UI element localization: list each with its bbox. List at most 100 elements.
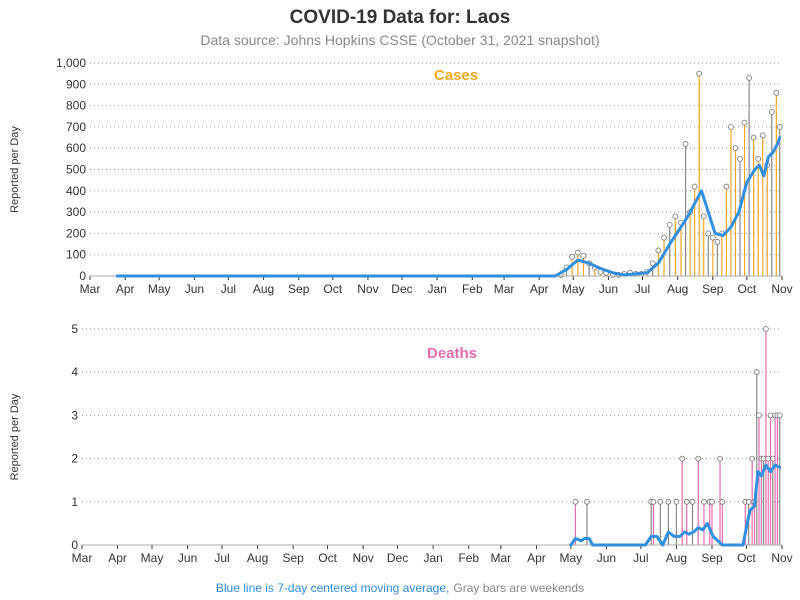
x-tick-label: May [148,282,171,296]
y-tick-label: 2 [71,452,78,466]
daily-point [650,498,657,505]
y-tick-label: 100 [66,248,86,262]
x-tick-label: Jun [178,551,197,565]
x-tick-label: Apr [108,551,127,565]
daily-point [737,155,743,162]
chart-subtitle: Data source: Johns Hopkins CSSE (October… [200,32,599,48]
daily-point [683,498,690,505]
x-tick-label: Oct [318,551,337,565]
x-tick-label: Aug [247,551,268,565]
x-tick-label: Dec [391,282,412,296]
x-tick-label: Jun [599,282,618,296]
panel-title: Deaths [427,345,477,362]
x-tick-label: Sep [288,282,310,296]
x-tick-label: Mar [491,551,512,565]
daily-point [691,183,698,190]
daily-point [657,498,664,505]
x-tick-label: Sep [702,282,724,296]
x-tick-label: Aug [667,282,688,296]
daily-point [696,70,703,77]
y-tick-label: 0 [79,269,86,283]
daily-point [661,234,667,241]
daily-point [666,221,673,228]
x-tick-label: Nov [357,282,378,296]
daily-point [776,412,783,419]
x-tick-label: Jul [221,282,236,296]
x-tick-label: Mar [80,282,101,296]
x-tick-label: Jan [427,282,446,296]
daily-point [655,247,662,254]
daily-point [741,119,748,126]
x-tick-label: Jan [423,551,442,565]
y-tick-label: 200 [66,226,86,240]
y-tick-label: 800 [66,99,86,113]
y-axis-label: Reported per Day [9,126,21,213]
y-tick-label: 3 [71,408,78,422]
x-tick-label: Jul [633,551,648,565]
footer-note-average: Blue line is 7-day centered moving avera… [216,581,449,595]
daily-point [673,498,680,505]
x-tick-label: Jun [185,282,204,296]
daily-point [714,239,721,245]
y-tick-label: 900 [66,77,86,91]
daily-point [756,412,762,419]
y-tick-label: 600 [66,141,86,155]
x-tick-label: Sep [701,551,723,565]
daily-point [649,260,656,267]
y-tick-label: 700 [66,120,86,134]
footer-note-weekend: Gray bars are weekends [453,581,584,595]
y-tick-label: 4 [71,365,78,379]
daily-point [759,132,766,139]
x-tick-label: Oct [737,282,756,296]
x-tick-label: Oct [737,551,756,565]
x-tick-label: Jul [635,282,650,296]
x-tick-label: Jun [597,551,616,565]
x-tick-label: Nov [352,551,373,565]
x-tick-label: May [141,551,164,565]
daily-point [574,249,581,256]
daily-point [728,124,734,130]
daily-point [580,252,587,259]
daily-point [768,109,775,115]
daily-point [701,498,707,505]
daily-point [682,141,689,147]
daily-point [732,145,739,152]
y-tick-label: 400 [66,184,86,198]
x-tick-label: Apr [527,551,546,565]
daily-point [749,455,756,462]
x-tick-label: Feb [458,551,479,565]
panel-title: Cases [434,67,478,84]
cases-panel: 0 100 200 300 400 500 600 700 800 900 1,000 Reporte… [9,56,793,296]
daily-point [695,455,702,462]
daily-point [569,253,576,260]
x-tick-label: Mar [494,282,515,296]
x-tick-label: Nov [771,551,792,565]
daily-point [750,134,757,141]
daily-point [746,75,753,81]
daily-point [753,369,760,376]
y-axis-label: Reported per Day [9,393,21,480]
x-tick-label: Mar [72,551,93,565]
x-tick-label: May [562,282,585,296]
daily-point [719,498,726,505]
daily-point [723,183,730,190]
x-tick-label: May [560,551,583,565]
daily-point [672,213,679,220]
y-tick-label: 5 [71,322,78,336]
daily-point [773,89,780,96]
footer-note: Blue line is 7-day centered moving avera… [216,581,584,595]
y-tick-label: 500 [66,163,86,177]
y-tick-label: 1,000 [56,56,86,70]
daily-point [755,155,762,162]
daily-point [776,124,783,130]
x-tick-label: Oct [323,282,342,296]
x-tick-label: Dec [387,551,408,565]
deaths-panel: 0 1 2 3 4 5 Reported per Day Mar Apr May Jun Jul Aug… [9,322,793,565]
x-tick-label: Aug [666,551,687,565]
moving-average-line [115,136,782,278]
daily-point [665,498,672,505]
y-tick-label: 0 [71,538,78,552]
daily-point [705,230,712,237]
daily-point [717,455,723,462]
